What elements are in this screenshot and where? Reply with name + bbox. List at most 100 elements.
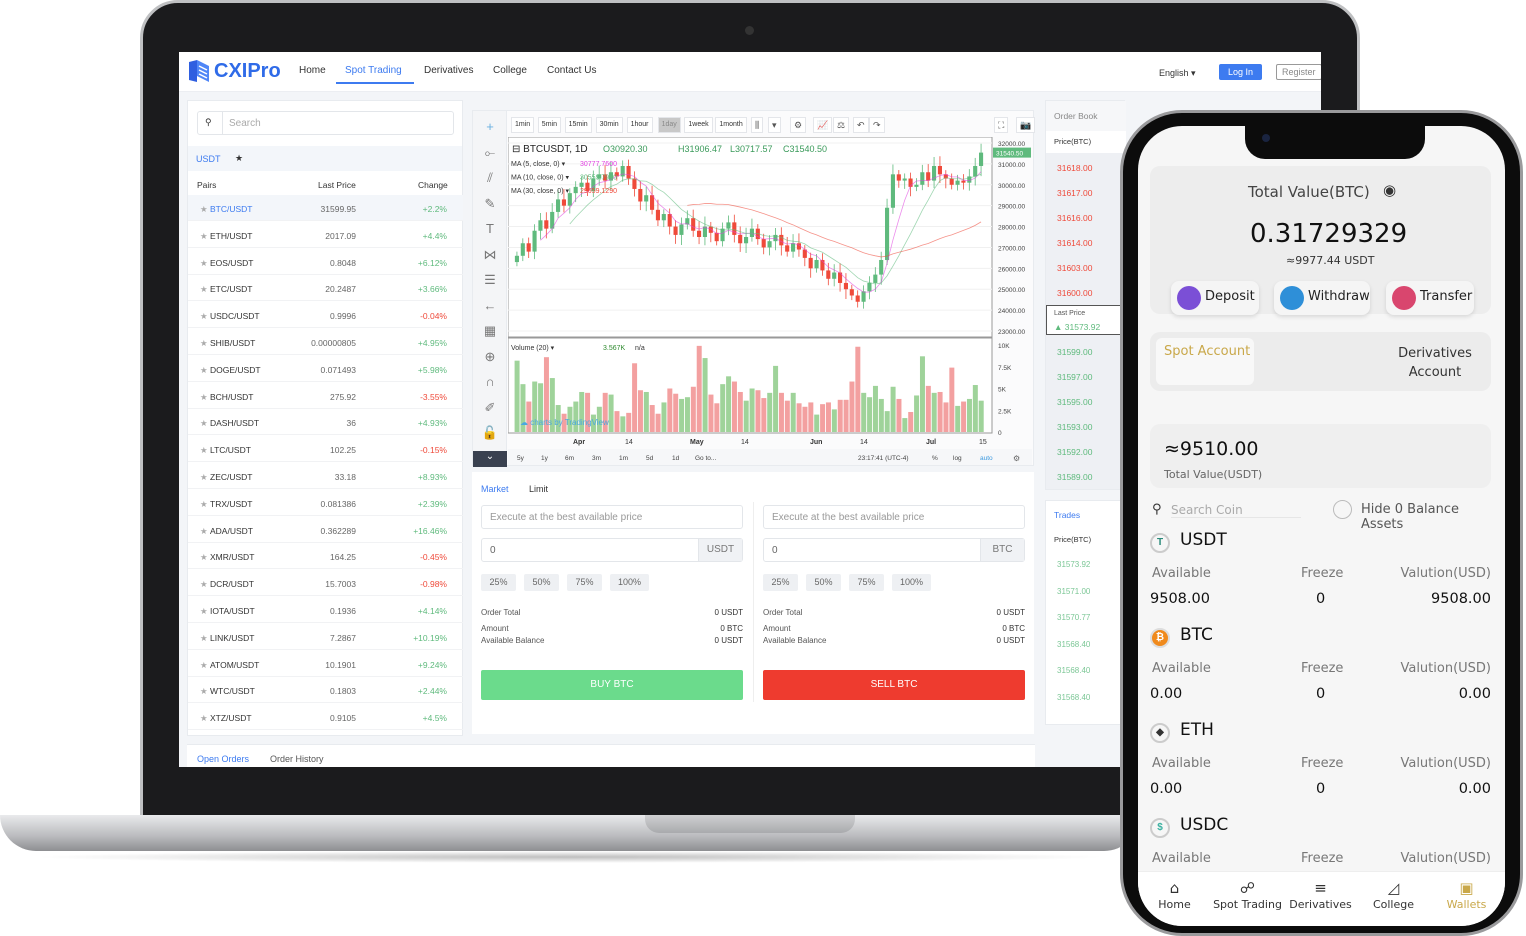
line-icon[interactable]: ⟜ xyxy=(484,144,496,160)
pair-row[interactable]: ★ BCH/USDT 275.92 -3.55% xyxy=(188,383,463,409)
favorite-star-icon[interactable]: ★ xyxy=(200,498,208,509)
sell-pct-2[interactable]: 75% xyxy=(849,574,884,591)
compare-icon[interactable]: ⚖ xyxy=(833,117,850,133)
tab-usdt[interactable]: USDT xyxy=(196,154,221,164)
asset-coin[interactable]: ETH xyxy=(1180,720,1214,740)
register-button[interactable]: Register xyxy=(1276,64,1321,80)
buy-price-input[interactable]: Execute at the best available price xyxy=(481,505,743,529)
sell-pct-1[interactable]: 50% xyxy=(806,574,841,591)
measure-icon[interactable]: ▦ xyxy=(483,323,497,338)
range-5[interactable]: 5d xyxy=(646,455,654,462)
search-coin-input[interactable]: Search Coin xyxy=(1171,503,1301,518)
ask-price[interactable]: 31618.00 xyxy=(1057,163,1093,173)
asset-coin[interactable]: USDC xyxy=(1180,815,1229,835)
zoom-in-icon[interactable]: ⊕ xyxy=(484,348,496,364)
redo-icon[interactable]: ↷ xyxy=(869,117,885,133)
search-box[interactable]: ⚲ Search xyxy=(197,111,454,135)
unlock-icon[interactable]: 🔓 xyxy=(481,425,499,440)
nav-contact[interactable]: Contact Us xyxy=(547,65,597,76)
sell-button[interactable]: SELL BTC xyxy=(763,670,1025,700)
indicators-icon[interactable]: 📈 xyxy=(813,117,833,133)
favorite-star-icon[interactable]: ★ xyxy=(200,418,208,429)
chart-option[interactable]: auto xyxy=(980,455,993,462)
asset-coin[interactable]: USDT xyxy=(1180,530,1227,550)
pair-row[interactable]: ★ ATOM/USDT 10.1901 +9.24% xyxy=(188,651,463,677)
price-chart[interactable]: 32000.00 31000.00 30000.00 29000.00 28000.00… xyxy=(508,137,1032,467)
sell-pct-0[interactable]: 25% xyxy=(763,574,798,591)
tab-spot-account[interactable]: Spot Account xyxy=(1156,338,1254,385)
tab-market[interactable]: Market xyxy=(481,484,509,494)
login-button[interactable]: Log In xyxy=(1219,64,1263,80)
favorite-star-icon[interactable]: ★ xyxy=(200,525,208,536)
timeframe-30min[interactable]: 30min xyxy=(595,117,623,133)
ask-price[interactable]: 31603.00 xyxy=(1057,263,1093,273)
tab-home[interactable]: ⌂ Home xyxy=(1138,878,1211,911)
favorite-star-icon[interactable]: ★ xyxy=(200,230,208,241)
pair-row[interactable]: ★ ADA/USDT 0.362289 +16.46% xyxy=(188,517,463,543)
favorite-star-icon[interactable]: ★ xyxy=(200,311,208,322)
pair-row[interactable]: ★ ETH/USDT 2017.09 +4.4% xyxy=(188,222,463,248)
pair-row[interactable]: ★ WTC/USDT 0.1803 +2.44% xyxy=(188,677,463,704)
timeframe-1month[interactable]: 1month xyxy=(715,117,747,133)
pair-row[interactable]: ★ USDC/USDT 0.9996 -0.04% xyxy=(188,302,463,329)
tab-wallets[interactable]: ▣ Wallets xyxy=(1430,878,1503,911)
timeframe-15min[interactable]: 15min xyxy=(564,117,592,133)
pair-row[interactable]: ★ IOTA/USDT 0.1936 +4.14% xyxy=(188,597,463,623)
fullscreen-icon[interactable]: ⛶ xyxy=(994,117,1009,133)
trades-title[interactable]: Trades xyxy=(1054,510,1081,520)
bid-price[interactable]: 31597.00 xyxy=(1057,372,1093,382)
range-1[interactable]: 1y xyxy=(541,455,549,462)
magnet-icon[interactable]: ∩ xyxy=(485,374,495,389)
range-2[interactable]: 6m xyxy=(565,455,574,462)
pair-row[interactable]: ★ LTC/USDT 102.25 -0.15% xyxy=(188,436,463,463)
favorite-star-icon[interactable]: ★ xyxy=(200,606,208,616)
favorite-star-icon[interactable]: ★ xyxy=(200,445,208,456)
pair-row[interactable]: ★ ETC/USDT 20.2487 +3.66% xyxy=(188,275,463,302)
transfer-button[interactable]: Transfer xyxy=(1386,281,1474,315)
tab-order-history[interactable]: Order History xyxy=(270,754,324,764)
favorite-star-icon[interactable]: ★ xyxy=(200,284,208,295)
text-icon[interactable]: T xyxy=(486,221,494,236)
timeframe-1week[interactable]: 1week xyxy=(684,117,713,133)
pair-row[interactable]: ★ XMR/USDT 164.25 -0.45% xyxy=(188,543,463,570)
back-arrow-icon[interactable]: ← xyxy=(483,297,497,313)
multi-line-icon[interactable]: ⫽ xyxy=(487,170,493,185)
range-6[interactable]: 1d xyxy=(672,455,680,462)
favorite-star-icon[interactable]: ★ xyxy=(200,632,208,643)
dropdown-icon[interactable]: ▾ xyxy=(768,117,781,133)
buy-pct-1[interactable]: 50% xyxy=(524,574,559,591)
buy-pct-3[interactable]: 100% xyxy=(610,574,649,591)
nav-spot-trading[interactable]: Spot Trading xyxy=(345,65,402,76)
range-0[interactable]: 5y xyxy=(517,455,525,462)
tab-favorites[interactable]: ★ xyxy=(235,153,244,163)
range-4[interactable]: 1m xyxy=(619,455,628,462)
buy-pct-0[interactable]: 25% xyxy=(481,574,516,591)
sell-price-input[interactable]: Execute at the best available price xyxy=(763,505,1025,529)
ask-price[interactable]: 31600.00 xyxy=(1057,288,1093,298)
withdraw-button[interactable]: Withdraw xyxy=(1274,281,1370,315)
tab-open-orders[interactable]: Open Orders xyxy=(197,754,250,764)
favorite-star-icon[interactable]: ★ xyxy=(200,204,208,214)
favorite-star-icon[interactable]: ★ xyxy=(200,713,208,724)
fib-icon[interactable]: ☰ xyxy=(484,272,496,287)
range-7[interactable]: Go to... xyxy=(695,455,717,462)
chart-option[interactable]: log xyxy=(953,455,962,462)
camera-icon[interactable]: 📷 xyxy=(1016,117,1036,133)
pattern-icon[interactable]: ⋈ xyxy=(483,246,497,262)
chart-option[interactable]: % xyxy=(932,455,938,462)
range-3[interactable]: 3m xyxy=(592,455,601,462)
bid-price[interactable]: 31589.00 xyxy=(1057,472,1093,482)
language-select[interactable]: English ▾ xyxy=(1159,68,1196,78)
buy-button[interactable]: BUY BTC xyxy=(481,670,743,700)
lock-draw-icon[interactable]: ✐ xyxy=(484,399,496,415)
timeframe-1day[interactable]: 1day xyxy=(657,117,681,133)
tab-college[interactable]: ◿ College xyxy=(1357,878,1430,911)
ask-price[interactable]: 31617.00 xyxy=(1057,188,1093,198)
timeframe-5min[interactable]: 5min xyxy=(537,117,561,133)
pair-row[interactable]: ★ ZEC/USDT 33.18 +8.93% xyxy=(188,463,463,489)
ask-price[interactable]: 31614.00 xyxy=(1057,238,1093,248)
pair-row[interactable]: ★ XTZ/USDT 0.9105 +4.5% xyxy=(188,704,463,731)
nav-home[interactable]: Home xyxy=(299,65,326,76)
ask-price[interactable]: 31616.00 xyxy=(1057,213,1093,223)
hide-zero-checkbox[interactable] xyxy=(1333,500,1352,519)
